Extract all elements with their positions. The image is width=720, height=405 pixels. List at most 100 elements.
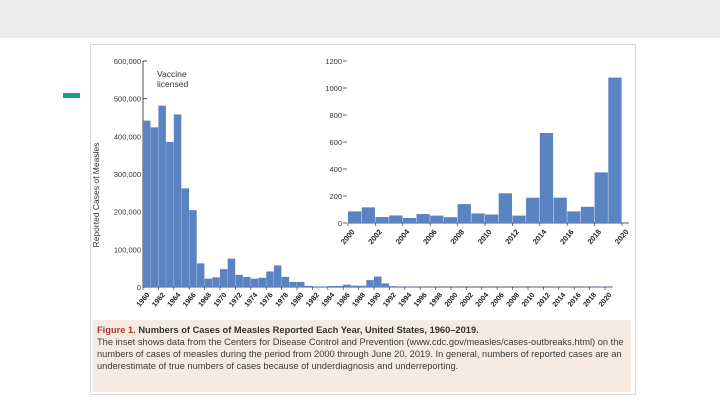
main-x-tick-label: 1966 bbox=[181, 291, 198, 309]
main-bar bbox=[189, 210, 197, 287]
main-bar bbox=[158, 105, 166, 287]
main-y-tick-label: 0 bbox=[137, 283, 141, 292]
main-bar bbox=[235, 274, 243, 287]
inset-bar bbox=[580, 206, 595, 223]
main-x-tick-label: 1972 bbox=[227, 291, 244, 309]
main-y-tick-label: 200,000 bbox=[114, 208, 141, 217]
main-bar bbox=[327, 286, 336, 287]
main-bar bbox=[266, 271, 274, 287]
main-x-tick-label: 1990 bbox=[365, 291, 382, 309]
vaccine-annotation-line1: Vaccine bbox=[157, 69, 187, 79]
main-x-tick-label: 1970 bbox=[211, 291, 228, 309]
inset-bar bbox=[498, 193, 512, 223]
main-x-tick-label: 1996 bbox=[412, 291, 429, 309]
main-bar bbox=[243, 276, 251, 287]
main-x-tick-label: 2008 bbox=[504, 291, 521, 309]
main-bar bbox=[250, 278, 259, 287]
inset-y-tick-label: 600 bbox=[329, 138, 342, 147]
main-bar bbox=[173, 114, 182, 287]
inset-bar bbox=[430, 215, 444, 223]
main-x-tick-label: 1974 bbox=[242, 291, 259, 309]
inset-bar bbox=[526, 197, 540, 223]
main-x-tick-label: 1978 bbox=[273, 291, 290, 309]
main-x-tick-label: 1986 bbox=[335, 291, 352, 309]
inset-bar bbox=[402, 218, 417, 223]
main-x-tick-label: 2016 bbox=[566, 291, 583, 309]
main-x-tick-label: 2006 bbox=[489, 291, 506, 309]
inset-y-tick-label: 400 bbox=[329, 165, 342, 174]
inset-background bbox=[313, 51, 625, 265]
main-x-tick-label: 2004 bbox=[473, 291, 490, 309]
main-bar bbox=[374, 276, 382, 287]
main-bar bbox=[289, 281, 297, 287]
top-bar bbox=[0, 0, 720, 38]
main-y-tick-label: 300,000 bbox=[114, 170, 141, 179]
main-x-tick-label: 2010 bbox=[519, 291, 536, 309]
main-bar bbox=[258, 277, 266, 287]
main-x-tick-label: 1980 bbox=[288, 291, 305, 309]
main-y-tick-label: 600,000 bbox=[114, 57, 141, 66]
main-bar bbox=[297, 281, 305, 287]
inset-bar bbox=[608, 77, 622, 223]
caption-title: Figure 1. Numbers of Cases of Measles Re… bbox=[97, 324, 627, 336]
inset-bar bbox=[553, 197, 567, 223]
figure-caption: Figure 1. Numbers of Cases of Measles Re… bbox=[93, 320, 631, 392]
main-bar bbox=[150, 127, 159, 288]
main-x-tick-label: 2018 bbox=[581, 291, 598, 309]
main-bar bbox=[281, 276, 290, 287]
main-bar bbox=[350, 285, 359, 287]
inset-bar bbox=[512, 215, 526, 223]
main-bar bbox=[343, 284, 351, 287]
main-bar bbox=[212, 277, 220, 287]
main-bar bbox=[204, 278, 213, 287]
inset-y-tick-label: 1200 bbox=[325, 57, 342, 66]
inset-bar bbox=[457, 204, 471, 223]
main-y-tick-label: 500,000 bbox=[114, 95, 141, 104]
main-x-tick-label: 2002 bbox=[458, 291, 475, 309]
main-x-tick-label: 1964 bbox=[165, 291, 182, 309]
figure-panel: 0 100,000 200,000 300,000 400,000 500,000 600,… bbox=[90, 44, 636, 395]
main-x-tick-label: 1994 bbox=[396, 291, 413, 309]
inset-bar bbox=[416, 214, 430, 223]
main-x-tick-label: 1998 bbox=[427, 291, 444, 309]
main-x-tick-label: 1962 bbox=[150, 291, 167, 309]
inset-y-tick-label: 1000 bbox=[325, 84, 342, 93]
figure-label: Figure 1. bbox=[97, 325, 136, 335]
inset-bar bbox=[539, 132, 554, 223]
main-y-tick-label: 100,000 bbox=[114, 245, 141, 254]
main-x-tick-label: 1992 bbox=[381, 291, 398, 309]
main-x-tick-label: 2000 bbox=[442, 291, 459, 309]
main-bar bbox=[143, 120, 151, 287]
inset-y-tick-label: 800 bbox=[329, 111, 342, 120]
main-x-tick-label: 2012 bbox=[535, 291, 552, 309]
inset-bar bbox=[485, 214, 499, 223]
caption-body: The inset shows data from the Centers fo… bbox=[97, 337, 624, 371]
inset-bar bbox=[375, 217, 389, 223]
inset-bar bbox=[389, 215, 403, 223]
main-bar bbox=[389, 286, 397, 287]
main-bar bbox=[227, 258, 236, 287]
inset-y-tick-label: 0 bbox=[338, 219, 342, 228]
main-x-tick-label: 1968 bbox=[196, 291, 213, 309]
inset-bar bbox=[443, 217, 458, 223]
main-bar bbox=[166, 141, 174, 287]
main-x-tick-label: 1984 bbox=[319, 291, 336, 309]
inset-bar bbox=[594, 172, 608, 223]
main-bar bbox=[196, 263, 205, 287]
inset-bar bbox=[348, 211, 362, 223]
caption-title-text: Numbers of Cases of Measles Reported Eac… bbox=[138, 325, 479, 335]
main-x-tick-label: 2014 bbox=[550, 291, 567, 309]
inset-bar bbox=[471, 213, 485, 223]
main-bar bbox=[381, 283, 390, 287]
main-x-tick-label: 1976 bbox=[258, 291, 275, 309]
y-axis-title: Reported Cases of Measles bbox=[91, 143, 101, 248]
inset-y-tick-label: 200 bbox=[329, 192, 342, 201]
main-y-tick-label: 400,000 bbox=[114, 132, 141, 141]
measles-chart: 0 100,000 200,000 300,000 400,000 500,000 600,… bbox=[91, 51, 631, 309]
main-bar bbox=[304, 285, 313, 287]
main-bar bbox=[358, 285, 367, 287]
main-x-tick-label: 2020 bbox=[596, 291, 613, 309]
main-bar bbox=[312, 286, 320, 287]
accent-mark bbox=[63, 93, 80, 98]
main-bar bbox=[366, 280, 374, 287]
